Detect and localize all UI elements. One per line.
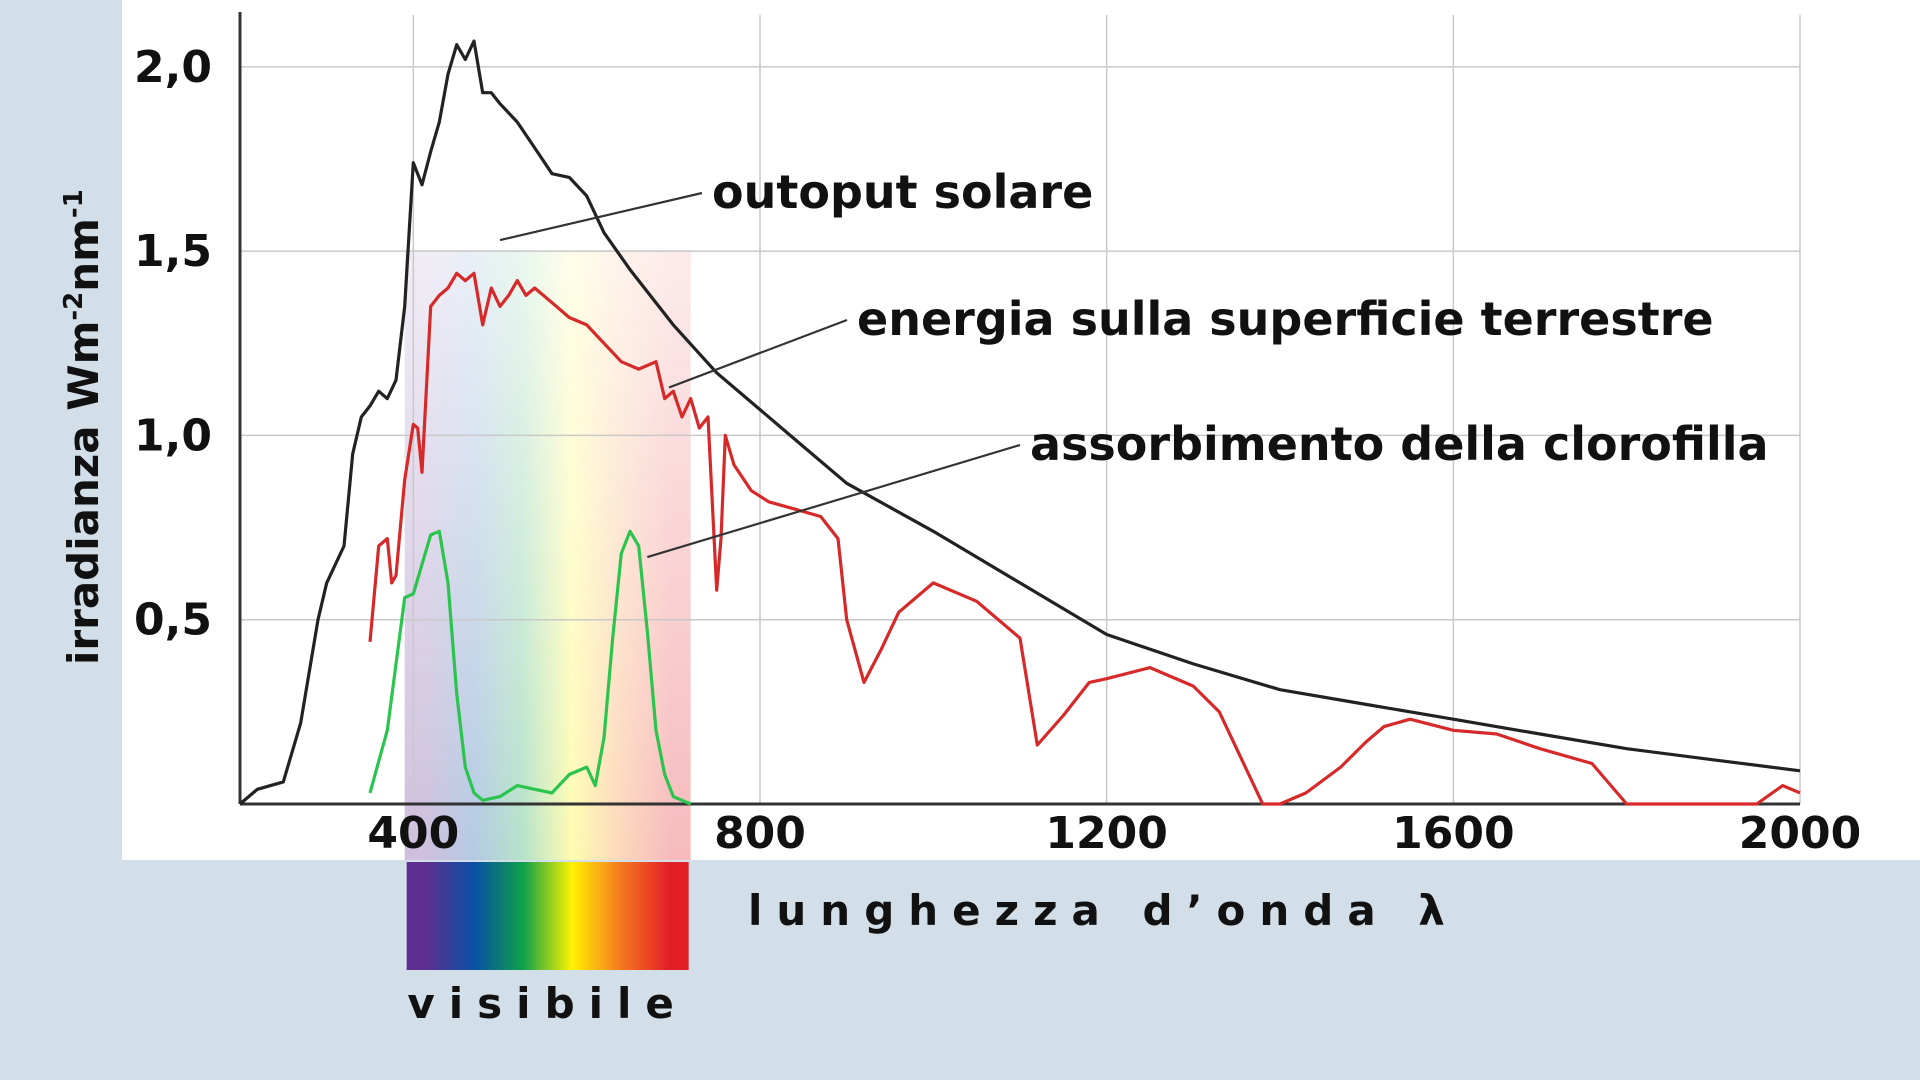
x-axis-label: lunghezza d’onda λ [748,886,1459,935]
y-axis-label-sup2: -1 [59,189,89,218]
series-line-2 [368,529,692,806]
grid-layer [240,15,1801,804]
annotation-layer: outoput solare energia sulla superficie t… [499,165,1769,559]
series-layer [238,39,1801,806]
axes-layer [238,12,1800,806]
series-line-0 [238,39,1801,806]
visible-band-layer: visibile [406,862,689,1028]
y-axis-label: irradianza Wm-2nm-1 [59,189,108,665]
ticks-layer: 400 800 1200 1600 2000 0,5 1,0 1,5 2,0 [134,42,1861,859]
series-label-2: assorbimento della clorofilla [1030,417,1769,471]
y-tick-label-3: 2,0 [134,42,212,93]
visible-wash [404,250,691,860]
series-label-1: energia sulla superficie terrestre [857,292,1714,346]
y-axis-label-sup1: -2 [59,292,89,321]
visible-band-label: visibile [407,979,688,1028]
x-tick-label-3: 1600 [1392,808,1514,859]
series-line-1 [368,271,1801,806]
series-leader-2 [647,443,1021,559]
x-tick-label-1: 800 [714,808,806,859]
y-tick-label-0: 0,5 [134,595,212,646]
x-tick-label-2: 1200 [1045,808,1167,859]
y-tick-label-2: 1,5 [134,226,212,277]
x-tick-label-4: 2000 [1739,808,1861,859]
series-leader-1 [668,318,848,389]
visible-wash-layer [404,250,691,860]
x-tick-label-0: 400 [367,808,459,859]
y-tick-label-1: 1,0 [134,410,212,461]
y-axis-label-mid: nm [59,218,108,292]
series-leader-0 [499,191,703,242]
y-axis-label-group: irradianza Wm-2nm-1 [59,189,108,665]
y-axis-label-base: irradianza Wm [59,321,108,665]
series-label-0: outoput solare [712,165,1093,219]
visible-spectrum-bar [406,862,689,970]
